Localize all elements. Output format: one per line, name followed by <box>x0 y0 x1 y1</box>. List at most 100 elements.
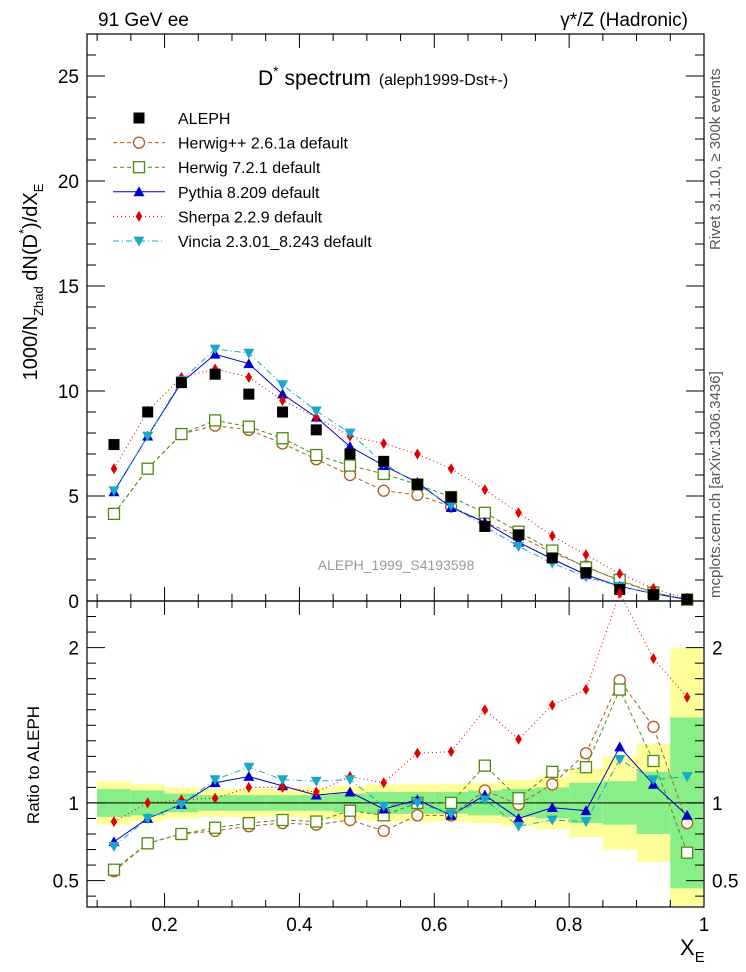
series-3-ratio-point <box>211 792 219 804</box>
series-4-ratio-point <box>681 772 693 783</box>
series-4-line <box>113 348 688 600</box>
series-3-ratio-point <box>481 704 489 716</box>
series-4-point <box>344 428 356 439</box>
series-2-ratio-point <box>243 771 255 781</box>
series-4-ratio-point <box>411 798 423 809</box>
series-3-point <box>582 549 590 561</box>
data-point <box>681 593 693 605</box>
series-0-ratio-point <box>377 824 390 838</box>
x-tick-label: 0.6 <box>421 915 447 936</box>
data-point <box>378 455 390 467</box>
series-1-point <box>141 462 154 475</box>
header-process-label: γ*/Z (Hadronic) <box>560 10 688 31</box>
series-3-point <box>481 484 489 496</box>
x-tick-label: 1 <box>699 915 710 936</box>
series-4-ratio-point <box>108 842 120 852</box>
data-point <box>411 478 423 490</box>
legend: ALEPH Herwig++ 2.6.1a default Herwig 7.2.1… <box>113 111 372 251</box>
series-2-ratio-point <box>681 809 693 820</box>
ratio-tick-label-left: 0.5 <box>53 872 79 893</box>
series-1-point <box>242 420 255 433</box>
series-4-ratio-line <box>113 758 688 847</box>
series-4-ratio-point <box>142 814 154 824</box>
series-0-ratio-point <box>579 747 593 760</box>
series-3-ratio-point <box>245 781 253 793</box>
series-2-ratio-point <box>614 741 626 752</box>
series-1-point <box>478 506 491 519</box>
series-4-point <box>310 406 322 417</box>
series-1-ratio-point <box>310 815 323 828</box>
legend-marker <box>133 112 145 124</box>
series-1-point <box>208 414 222 427</box>
series-3-point <box>312 411 320 423</box>
series-2-ratio-point <box>513 812 525 823</box>
series-3-ratio-point <box>582 684 590 696</box>
series-4-ratio-point <box>378 801 390 812</box>
series-1-ratio-point <box>444 796 458 810</box>
series-3-ratio-point <box>414 747 421 759</box>
series-4-point <box>142 431 154 442</box>
header-energy-label: 91 GeV ee <box>98 10 189 31</box>
series-4-point <box>445 501 457 511</box>
series-3-point <box>616 568 624 580</box>
ratio-tick-label-right: 0.5 <box>712 872 738 893</box>
legend-label: Herwig 7.2.1 default <box>178 160 321 177</box>
series-0-ratio-point <box>411 809 424 822</box>
series-1-ratio-point <box>208 821 222 834</box>
data-point <box>513 529 525 541</box>
ratio-tick-label-right: 1 <box>712 794 723 815</box>
series-4-ratio-point <box>209 775 221 786</box>
legend-label: ALEPH <box>178 111 230 128</box>
data-point <box>108 439 120 451</box>
series-4-ratio-point <box>647 775 659 786</box>
series-3-ratio-point <box>616 587 624 599</box>
series-0-point <box>377 484 390 497</box>
ratio-plot-frame <box>86 600 705 908</box>
series-3-point <box>447 463 455 475</box>
legend-marker <box>135 210 143 222</box>
series-3-ratio-point <box>178 794 185 806</box>
series-3-ratio-point <box>683 691 691 703</box>
data-point <box>445 491 457 503</box>
series-3-point <box>548 530 556 542</box>
series-4-ratio-point <box>277 775 289 786</box>
legend-label: Herwig++ 2.6.1a default <box>178 136 348 153</box>
series-1-ratio-point <box>546 765 559 779</box>
series-4-ratio-point <box>580 817 592 828</box>
series-1-ratio-point <box>647 754 660 768</box>
series-1-point <box>107 507 121 521</box>
ratio-y-axis-label: Ratio to ALEPH <box>24 706 43 824</box>
x-tick-label: 0.2 <box>151 915 177 936</box>
data-point <box>580 567 592 579</box>
series-1-ratio-point <box>175 827 188 841</box>
ratio-tick-label-right: 2 <box>712 639 723 660</box>
data-point <box>243 388 255 400</box>
series-3-ratio-point <box>380 777 387 789</box>
series-3-ratio-point <box>110 816 118 828</box>
series-1-ratio-point <box>613 683 626 696</box>
series-3-ratio-point <box>447 746 455 758</box>
series-4-ratio-point <box>310 776 322 787</box>
legend-label: Vincia 2.3.01_8.243 default <box>178 234 372 251</box>
y-tick-label: 25 <box>58 67 79 88</box>
ratio-tick-label-left: 2 <box>68 639 79 660</box>
series-1-ratio-point <box>579 761 593 774</box>
series-3-ratio-point <box>144 797 151 809</box>
chart-title: D* spectrum (aleph1999-Dst+-) <box>258 63 508 90</box>
series-3-ratio-line <box>113 591 688 823</box>
series-4-ratio-point <box>614 755 626 765</box>
data-point <box>344 448 356 460</box>
y-tick-label: 15 <box>58 277 79 298</box>
legend-marker <box>132 136 146 149</box>
series-2-ratio-point <box>344 786 356 797</box>
series-3-ratio-point <box>279 781 286 793</box>
series-3-ratio-point <box>312 786 320 798</box>
series-4-point <box>277 380 289 391</box>
series-1-ratio-point <box>478 759 491 772</box>
series-2-ratio-point <box>580 805 592 816</box>
legend-label: Pythia 8.209 default <box>178 185 320 202</box>
series-3-point <box>515 507 522 519</box>
series-1-ratio-point <box>680 846 694 859</box>
x-axis-label: XE <box>680 935 705 966</box>
legend-marker <box>133 236 145 247</box>
